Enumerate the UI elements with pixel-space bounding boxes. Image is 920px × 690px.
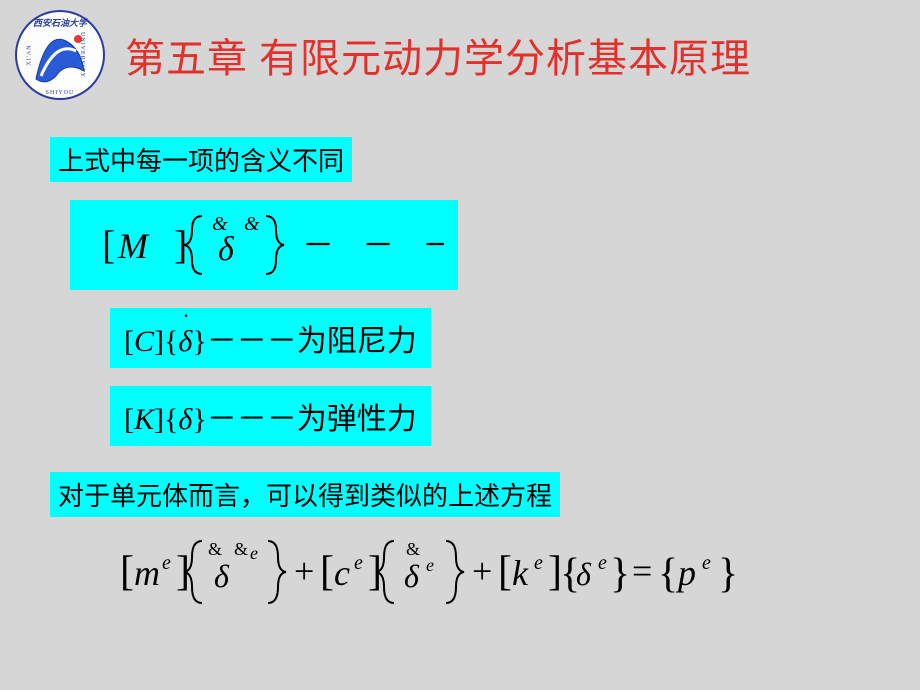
svg-text:&: & xyxy=(244,213,260,235)
svg-text:e: e xyxy=(162,552,171,574)
element-equation-row: [ m e ] & & δ e + [ c e ] & xyxy=(120,529,880,611)
svg-text:m: m xyxy=(134,553,160,593)
svg-text:=: = xyxy=(632,551,652,591)
svg-text:&: & xyxy=(406,539,420,559)
elastic-term: [K]{δ}－－－为弹性力 xyxy=(110,386,431,446)
logo-right-text: UNIVERSITY xyxy=(79,32,85,78)
svg-text:δ: δ xyxy=(218,231,235,268)
svg-text:+: + xyxy=(472,551,492,591)
elastic-label: －－－为弹性力 xyxy=(207,403,417,436)
logo-bottom-text: SHIYOU xyxy=(17,90,103,96)
svg-text:}: } xyxy=(718,551,738,597)
svg-text:}: } xyxy=(610,551,630,597)
sym-C: C xyxy=(134,325,154,358)
svg-text:+: + xyxy=(294,551,314,591)
damping-term: [C]{·δ}－－－为阻尼力 xyxy=(110,308,431,368)
svg-text:e: e xyxy=(598,552,607,574)
damping-label: －－－为阻尼力 xyxy=(207,325,417,358)
damping-term-row: [C]{·δ}－－－为阻尼力 xyxy=(110,302,880,374)
slide-header: 西安石油大学 XI'AN UNIVERSITY SHIYOU 第五章 有限元动力… xyxy=(0,0,920,105)
mass-term-row: [ M ] & & δ － － － xyxy=(70,194,880,296)
svg-text:[: [ xyxy=(320,549,334,595)
svg-text:]: ] xyxy=(368,549,382,595)
element-equation-svg: [ m e ] & & δ e + [ c e ] & xyxy=(120,529,760,611)
svg-text:[: [ xyxy=(120,549,134,595)
svg-text:δ: δ xyxy=(214,558,230,594)
svg-text:e: e xyxy=(534,552,543,574)
element-intro-text: 对于单元体而言，可以得到类似的上述方程 xyxy=(50,472,560,517)
logo-left-text: XI'AN xyxy=(27,44,33,65)
mass-equation-svg: [ M ] & & δ － － － xyxy=(84,208,444,282)
svg-text:e: e xyxy=(702,552,711,574)
svg-text:e: e xyxy=(426,555,434,575)
svg-text:e: e xyxy=(250,543,258,563)
chapter-title: 第五章 有限元动力学分析基本原理 xyxy=(125,26,751,84)
intro-text: 上式中每一项的含义不同 xyxy=(50,137,352,182)
svg-text:δ: δ xyxy=(404,558,420,594)
svg-text:k: k xyxy=(512,553,529,593)
svg-text:e: e xyxy=(354,552,363,574)
svg-text:&: & xyxy=(234,539,248,559)
svg-text:p: p xyxy=(675,553,696,593)
elastic-term-row: [K]{δ}－－－为弹性力 xyxy=(110,380,880,452)
element-intro-row: 对于单元体而言，可以得到类似的上述方程 xyxy=(50,466,880,523)
university-logo: 西安石油大学 XI'AN UNIVERSITY SHIYOU xyxy=(15,10,105,100)
sym-M: M xyxy=(117,226,150,266)
mass-term: [ M ] & & δ － － － xyxy=(70,200,458,290)
svg-text:[: [ xyxy=(498,549,512,595)
svg-text:c: c xyxy=(334,553,350,593)
svg-text:[: [ xyxy=(102,222,115,267)
sym-K: K xyxy=(134,403,154,436)
svg-text:{: { xyxy=(658,551,678,597)
svg-text:δ: δ xyxy=(576,556,592,592)
slide-content: 上式中每一项的含义不同 [ M ] & & δ － － － [C]{·δ}－－－… xyxy=(0,105,920,611)
svg-text:&: & xyxy=(208,539,222,559)
svg-text:]: ] xyxy=(176,549,190,595)
svg-text:－ － －: － － － xyxy=(299,227,444,263)
intro-line: 上式中每一项的含义不同 xyxy=(50,131,880,188)
